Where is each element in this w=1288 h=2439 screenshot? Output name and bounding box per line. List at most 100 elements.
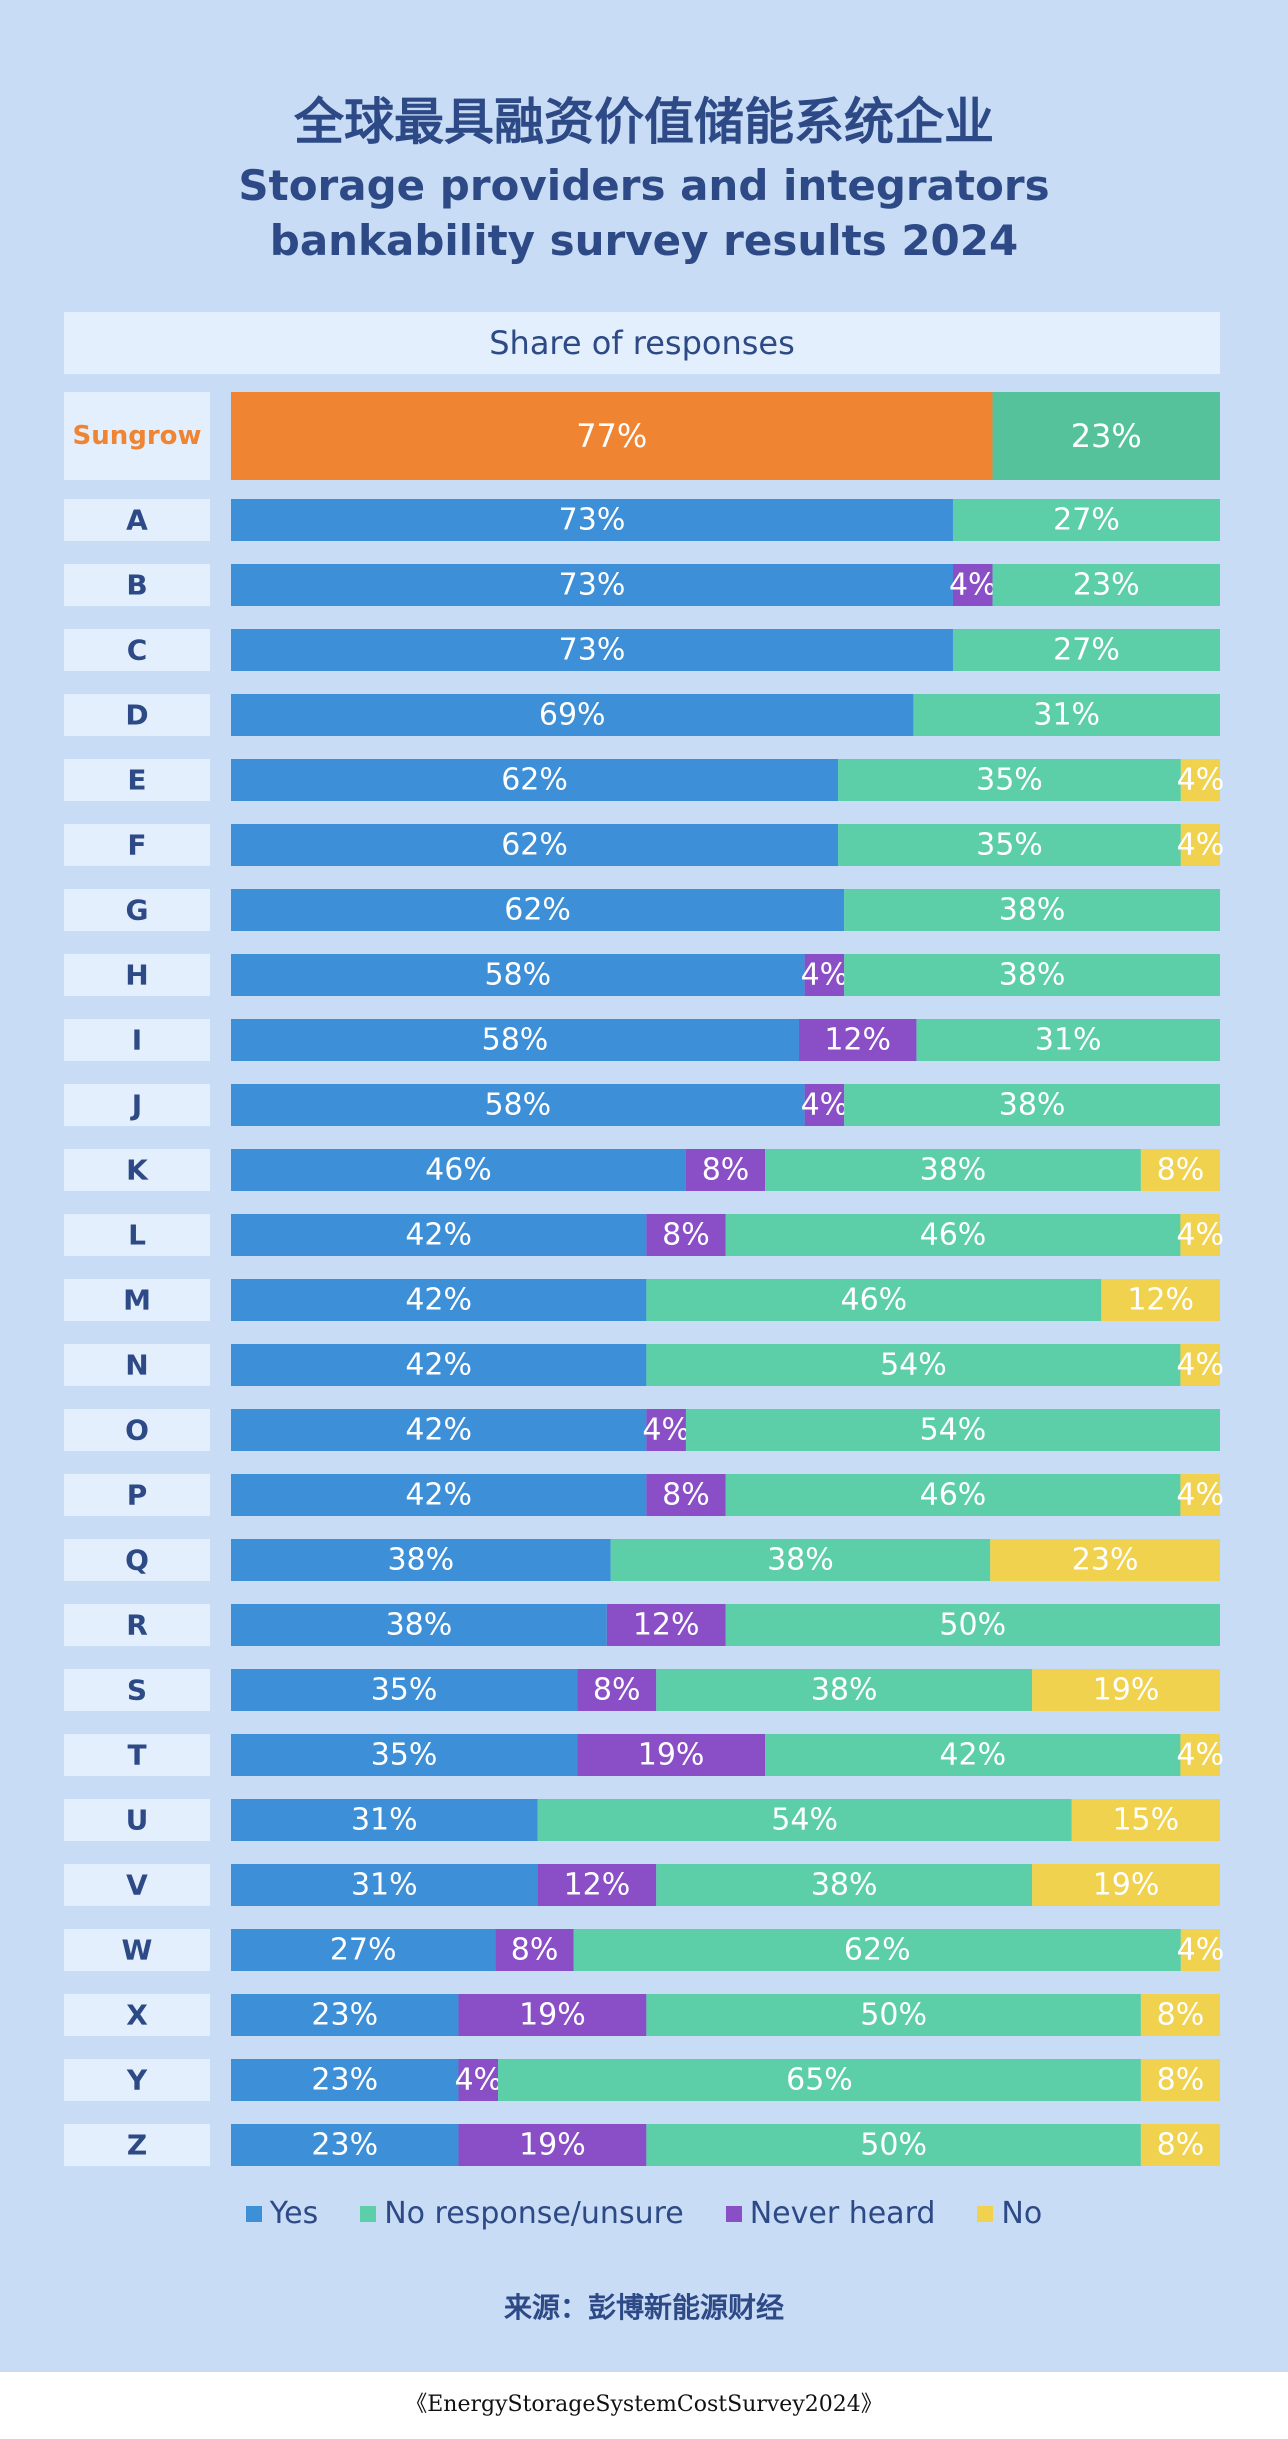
data-label-v-no-response: 38% <box>811 1868 878 1903</box>
bar-f-no <box>1180 824 1220 866</box>
data-label-e-no: 4% <box>1177 763 1225 798</box>
bar-l-no-response <box>725 1214 1181 1256</box>
legend-label-no: No <box>1001 2196 1043 2231</box>
bar-s-never-heard <box>577 1669 657 1711</box>
bar-b-no-response <box>992 564 1220 606</box>
data-label-v-yes: 31% <box>351 1868 418 1903</box>
data-label-b-yes: 73% <box>559 568 626 603</box>
data-label-k-yes: 46% <box>425 1153 492 1188</box>
category-label-box-e <box>64 759 210 801</box>
data-label-r-never-heard: 12% <box>633 1608 700 1643</box>
data-label-t-no: 4% <box>1176 1738 1224 1773</box>
data-label-j-no-response: 38% <box>999 1088 1066 1123</box>
data-label-h-yes: 58% <box>484 958 551 993</box>
data-label-x-never-heard: 19% <box>519 1998 586 2033</box>
bar-i-yes <box>231 1019 799 1061</box>
category-label-box-r <box>64 1604 210 1646</box>
bar-l-never-heard <box>646 1214 726 1256</box>
category-label-r: R <box>126 1609 148 1642</box>
bar-m-no-response <box>646 1279 1102 1321</box>
category-label-box-w <box>64 1929 210 1971</box>
data-label-z-yes: 23% <box>311 2128 378 2163</box>
data-label-b-never-heard: 4% <box>949 568 997 603</box>
bar-l-yes <box>231 1214 647 1256</box>
category-label-box-s <box>64 1669 210 1711</box>
bar-y-no-response <box>498 2059 1141 2101</box>
category-label-box-b <box>64 564 210 606</box>
data-label-x-yes: 23% <box>311 1998 378 2033</box>
data-label-c-no-response: 27% <box>1053 633 1120 668</box>
category-label-f: F <box>127 829 146 862</box>
bar-c-no-response <box>952 629 1220 671</box>
category-label-sungrow: Sungrow <box>72 421 201 451</box>
category-label-y: Y <box>126 2064 148 2097</box>
data-label-f-yes: 62% <box>501 828 568 863</box>
bar-q-yes <box>231 1539 611 1581</box>
data-label-g-yes: 62% <box>504 893 571 928</box>
bar-s-yes <box>231 1669 578 1711</box>
bar-k-no <box>1140 1149 1220 1191</box>
data-label-y-never-heard: 4% <box>454 2063 502 2098</box>
bar-sungrow-no-response <box>992 392 1220 480</box>
bar-d-yes <box>231 694 914 736</box>
data-label-r-yes: 38% <box>386 1608 453 1643</box>
data-label-i-no-response: 31% <box>1035 1023 1102 1058</box>
legend-item-no: No <box>977 2196 1042 2231</box>
bar-u-no <box>1071 1799 1220 1841</box>
bar-x-yes <box>231 1994 459 2036</box>
bar-d-no-response <box>913 694 1220 736</box>
legend-item-no-response: No response/unsure <box>360 2196 684 2231</box>
data-label-l-no: 4% <box>1176 1218 1224 1253</box>
bar-s-no <box>1032 1669 1220 1711</box>
data-label-r-no-response: 50% <box>939 1608 1006 1643</box>
data-label-l-no-response: 46% <box>920 1218 987 1253</box>
data-label-t-no-response: 42% <box>939 1738 1006 1773</box>
bar-i-never-heard <box>798 1019 917 1061</box>
data-label-y-yes: 23% <box>311 2063 378 2098</box>
category-label-m: M <box>123 1284 151 1317</box>
data-label-w-yes: 27% <box>330 1933 397 1968</box>
data-label-p-yes: 42% <box>405 1478 472 1513</box>
bar-v-never-heard <box>537 1864 657 1906</box>
data-label-p-no: 4% <box>1176 1478 1224 1513</box>
category-label-box-c <box>64 629 210 671</box>
bar-z-no-response <box>646 2124 1141 2166</box>
data-label-d-no-response: 31% <box>1033 698 1100 733</box>
bar-v-no <box>1032 1864 1220 1906</box>
bar-r-no-response <box>725 1604 1220 1646</box>
category-label-b: B <box>126 569 147 602</box>
data-label-x-no-response: 50% <box>860 1998 927 2033</box>
category-label-box-d <box>64 694 210 736</box>
data-label-l-yes: 42% <box>405 1218 472 1253</box>
bar-a-yes <box>231 499 953 541</box>
data-label-w-never-heard: 8% <box>511 1933 559 1968</box>
bar-w-no <box>1180 1929 1220 1971</box>
data-label-s-no-response: 38% <box>811 1673 878 1708</box>
category-label-w: W <box>122 1934 153 1967</box>
bar-p-never-heard <box>646 1474 726 1516</box>
bar-r-yes <box>231 1604 607 1646</box>
bar-y-no <box>1140 2059 1220 2101</box>
bar-k-never-heard <box>685 1149 766 1191</box>
bar-p-yes <box>231 1474 647 1516</box>
data-label-sungrow-yes: 77% <box>576 417 647 455</box>
category-label-box-z <box>64 2124 210 2166</box>
data-label-o-yes: 42% <box>405 1413 472 1448</box>
category-label-c: C <box>127 634 148 667</box>
data-label-p-never-heard: 8% <box>662 1478 710 1513</box>
bar-o-yes <box>231 1409 647 1451</box>
bar-n-no <box>1180 1344 1220 1386</box>
category-label-j: J <box>130 1089 142 1122</box>
bar-v-no-response <box>656 1864 1033 1906</box>
bar-q-no-response <box>610 1539 991 1581</box>
category-label-d: D <box>125 699 148 732</box>
bar-g-no-response <box>844 889 1220 931</box>
category-label-box-l <box>64 1214 210 1256</box>
bar-y-yes <box>231 2059 459 2101</box>
category-label-a: A <box>126 504 148 537</box>
data-label-i-never-heard: 12% <box>824 1023 891 1058</box>
data-label-s-no: 19% <box>1093 1673 1160 1708</box>
category-label-box-k <box>64 1149 210 1191</box>
bar-j-yes <box>231 1084 805 1126</box>
data-label-b-no-response: 23% <box>1073 568 1140 603</box>
